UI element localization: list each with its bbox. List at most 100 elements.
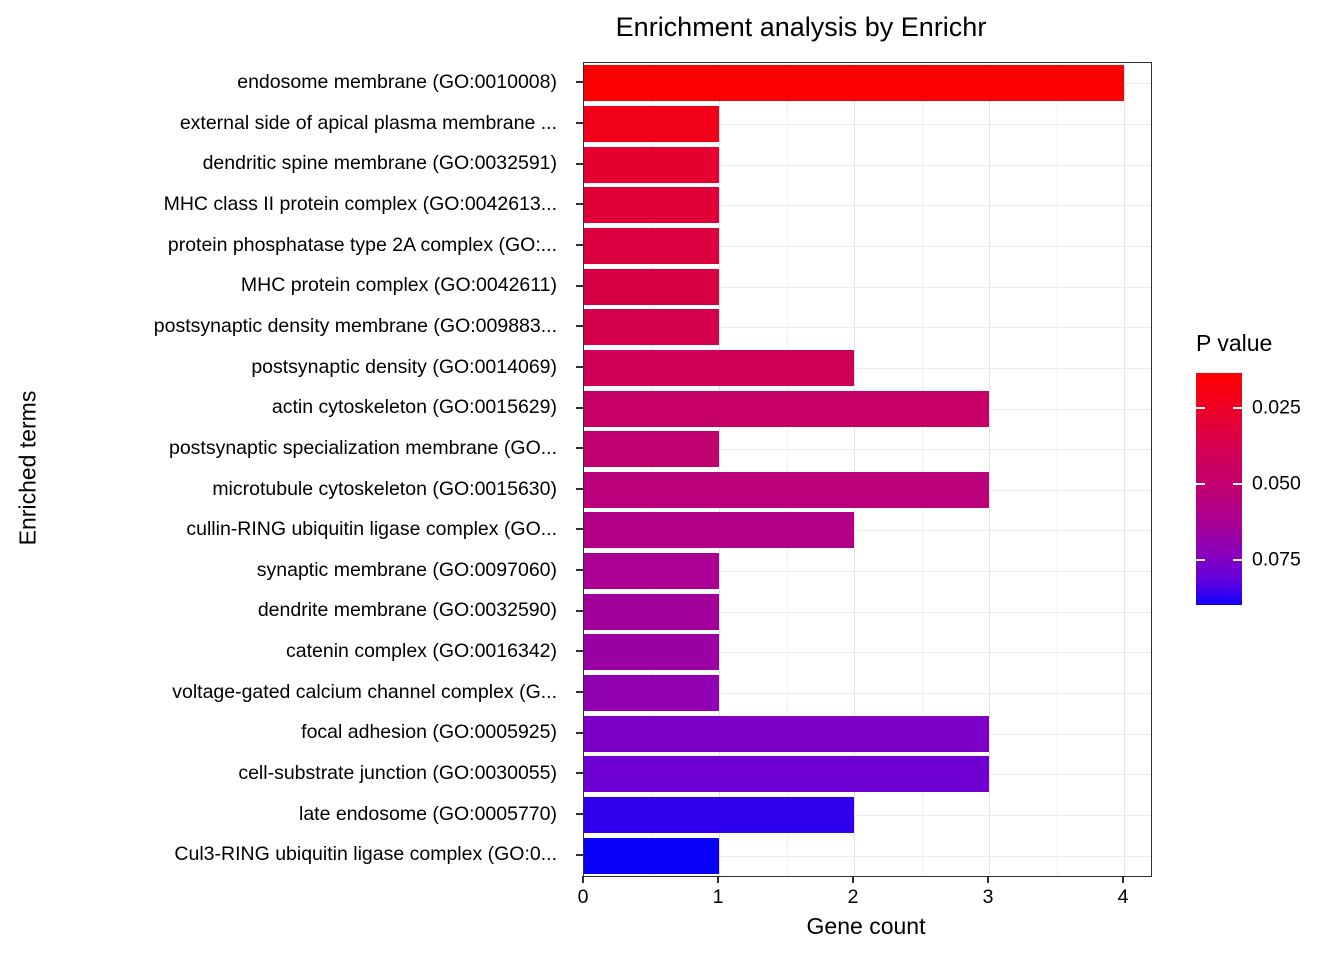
y-tick-mark — [576, 853, 583, 856]
x-tick-mark — [1122, 876, 1124, 883]
legend-tick-mark — [1196, 482, 1205, 485]
bar — [584, 756, 989, 793]
y-axis-label: late endosome (GO:0005770) — [299, 802, 557, 825]
major-gridline — [1124, 63, 1125, 876]
x-tick-mark — [582, 876, 584, 883]
y-axis-label: MHC class II protein complex (GO:0042613… — [163, 192, 557, 215]
bar — [584, 837, 719, 874]
bar — [584, 390, 989, 427]
y-axis-labels: endosome membrane (GO:0010008) external s… — [0, 62, 571, 875]
bar — [584, 349, 854, 386]
y-tick-mark — [576, 162, 583, 165]
bar — [584, 431, 719, 468]
legend-tick-mark — [1196, 407, 1205, 410]
bar — [584, 471, 989, 508]
bar — [584, 675, 719, 712]
x-tick-label: 1 — [712, 886, 724, 908]
bar — [584, 105, 719, 142]
category-gridline — [584, 530, 1151, 532]
legend-tick-label: 0.075 — [1252, 548, 1301, 571]
major-gridline — [989, 63, 990, 876]
legend: P value 0.025 0.050 0.075 — [1196, 330, 1301, 605]
bar — [584, 553, 719, 590]
y-tick-mark — [576, 609, 583, 612]
x-tick-mark — [987, 876, 989, 883]
y-tick-mark — [576, 203, 583, 206]
category-gridline — [584, 367, 1151, 369]
y-tick-mark — [576, 81, 583, 84]
legend-tick-mark — [1196, 558, 1205, 561]
bar — [584, 715, 989, 752]
y-axis-label: focal adhesion (GO:0005925) — [301, 721, 557, 744]
y-axis-label: external side of apical plasma membrane … — [179, 111, 557, 134]
y-axis-label: voltage-gated calcium channel complex (G… — [172, 680, 557, 703]
category-gridline — [584, 245, 1151, 247]
y-tick-mark — [576, 650, 583, 653]
legend-tick-label: 0.050 — [1252, 472, 1301, 495]
category-gridline — [584, 286, 1151, 288]
y-tick-mark — [576, 569, 583, 572]
y-tick-mark — [576, 813, 583, 816]
bar — [584, 634, 719, 671]
bar — [584, 187, 719, 224]
legend-title: P value — [1196, 330, 1273, 356]
x-tick-label: 3 — [982, 886, 994, 908]
legend-tick-mark — [1233, 482, 1242, 485]
category-gridline — [584, 164, 1151, 166]
bar — [584, 65, 1124, 102]
y-axis-label: microtubule cytoskeleton (GO:0015630) — [212, 477, 557, 500]
category-gridline — [584, 327, 1151, 329]
y-axis-label: MHC protein complex (GO:0042611) — [240, 274, 557, 297]
bar — [584, 227, 719, 264]
y-axis-label: cullin-RING ubiquitin ligase complex (GO… — [186, 518, 557, 541]
y-tick-mark — [576, 691, 583, 694]
y-axis-label: postsynaptic density (GO:0014069) — [251, 355, 557, 378]
y-axis-label: catenin complex (GO:0016342) — [286, 640, 557, 663]
y-tick-mark — [576, 772, 583, 775]
y-tick-mark — [576, 528, 583, 531]
y-axis-label: actin cytoskeleton (GO:0015629) — [271, 396, 557, 419]
category-gridline — [584, 205, 1151, 207]
y-axis-label: endosome membrane (GO:0010008) — [237, 71, 557, 93]
category-gridline — [584, 652, 1151, 654]
y-axis-label: synaptic membrane (GO:0097060) — [256, 558, 557, 581]
x-tick-label: 4 — [1117, 886, 1129, 908]
y-axis-label: dendrite membrane (GO:0032590) — [257, 599, 557, 622]
y-tick-mark — [576, 325, 583, 328]
category-gridline — [584, 611, 1151, 613]
y-tick-mark — [576, 731, 583, 734]
y-axis-label: Cul3-RING ubiquitin ligase complex (GO:0… — [174, 843, 557, 866]
y-axis-label: cell-substrate junction (GO:0030055) — [238, 762, 557, 785]
y-tick-mark — [576, 447, 583, 450]
minor-gridline — [1056, 63, 1058, 876]
category-gridline — [584, 815, 1151, 817]
x-tick-label: 2 — [847, 886, 859, 908]
y-tick-mark — [576, 406, 583, 409]
y-tick-mark — [576, 121, 583, 124]
category-gridline — [584, 123, 1151, 125]
y-axis-label: postsynaptic specialization membrane (GO… — [168, 436, 557, 459]
category-gridline — [584, 571, 1151, 573]
y-tick-mark — [576, 284, 583, 287]
y-axis-label: postsynaptic density membrane (GO:009883… — [153, 314, 557, 337]
bar — [584, 268, 719, 305]
x-tick-mark — [717, 876, 719, 883]
minor-gridline — [786, 63, 788, 876]
x-tick-label: 0 — [577, 886, 589, 908]
category-gridline — [584, 449, 1151, 451]
x-tick-mark — [852, 876, 854, 883]
bar — [584, 512, 854, 549]
chart-title: Enrichment analysis by Enrichr — [615, 12, 987, 42]
bar — [584, 593, 719, 630]
major-gridline — [719, 63, 720, 876]
bar — [584, 309, 719, 346]
minor-gridline — [921, 63, 923, 876]
bar — [584, 146, 719, 183]
bar — [584, 797, 854, 834]
y-axis-label: dendritic spine membrane (GO:0032591) — [202, 152, 557, 175]
legend-colorbar: 0.025 0.050 0.075 — [1196, 373, 1301, 605]
legend-tick-mark — [1233, 407, 1242, 410]
y-tick-mark — [576, 243, 583, 246]
x-axis-title: Gene count — [806, 913, 926, 939]
